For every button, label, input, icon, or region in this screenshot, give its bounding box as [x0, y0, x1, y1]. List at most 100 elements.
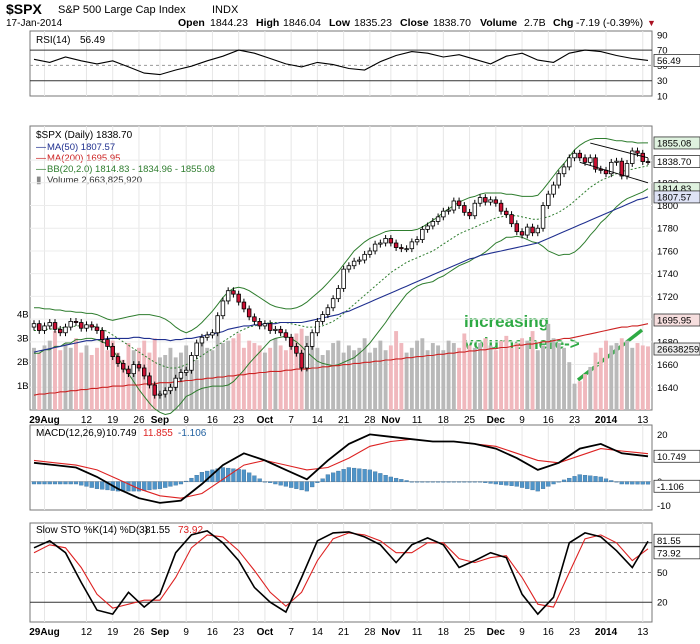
ma200-line: [33, 323, 649, 396]
macd-hist-bar-28: [178, 481, 184, 485]
macd-hist-bar-51: [299, 481, 304, 491]
candle-body-23: [152, 384, 157, 396]
candle-body-104: [577, 152, 582, 159]
macd-hist-bar-106: [588, 475, 593, 482]
macd-hist-bar-56: [325, 474, 330, 482]
volume-bar-7: [68, 347, 73, 410]
volume-bar-111: [614, 343, 619, 410]
open-label: Open: [178, 17, 205, 29]
volume-annotation-line1: increasing: [464, 312, 549, 331]
macd-panel-frame: [29, 424, 653, 511]
macd-hist-bar-16: [115, 481, 121, 492]
candle-body-105: [582, 157, 588, 163]
macd-hist-bar-1: [37, 481, 42, 485]
volume-bar-84: [472, 347, 477, 410]
macd-hist-bar-116: [640, 481, 645, 485]
x-label-row0-13: Nov: [381, 415, 400, 426]
x-label-row0-19: 16: [543, 415, 555, 426]
macd-hist-bar-36: [220, 467, 226, 482]
rsi-legend-prefix: RSI(14): [36, 35, 70, 46]
macd-hist-bar-94: [525, 481, 530, 489]
macd-hist-bar-73: [414, 481, 420, 483]
volume-bar-67: [383, 350, 388, 410]
volume-bar-59: [341, 352, 346, 410]
x-label-row1-3: 26: [133, 627, 145, 638]
candle-body-30: [189, 355, 194, 371]
volume-bar-32: [199, 340, 204, 410]
candle-body-85: [477, 197, 483, 204]
macd-hist-bar-96: [535, 481, 540, 492]
candle-body-16: [115, 356, 121, 364]
volume-bar-39: [236, 333, 241, 410]
volume-bar-41: [247, 340, 252, 410]
x-label-row1-1: 12: [81, 627, 93, 638]
candle-body-82: [462, 205, 467, 213]
volume-bar-89: [499, 340, 504, 410]
candle-body-111: [614, 160, 619, 163]
x-label-row1-8: Oct: [257, 627, 274, 638]
macd-hist-bar-57: [331, 472, 336, 482]
candle-body-15: [110, 345, 115, 358]
volume-bar-50: [294, 333, 299, 410]
macd-hist-bar-27: [173, 481, 178, 486]
volume-bar-80: [451, 343, 456, 410]
candle-body-95: [530, 226, 535, 234]
volume-bar-79: [446, 340, 451, 410]
candle-body-39: [236, 293, 241, 303]
x-label-row1-2: 19: [107, 627, 119, 638]
candle-body-29: [183, 369, 189, 373]
price-axis-label-1-box: [653, 155, 700, 168]
volume-bar-11: [89, 355, 94, 410]
candle-body-58: [336, 288, 341, 300]
x-label-row0-15: 18: [438, 415, 450, 426]
volume-bar-103: [572, 383, 577, 410]
volume-bar-114: [630, 347, 635, 410]
candle-body-5: [58, 328, 63, 334]
macd-hist-bar-22: [147, 481, 152, 491]
macd-legend-prefix: MACD(12,26,9): [36, 428, 105, 439]
macd-hist-bar-61: [352, 467, 357, 482]
sto-panel: Slow STO %K(14) %D(3) 81.55 73.92 805020…: [30, 525, 700, 616]
candle-body-6: [63, 326, 68, 334]
macd-hist-bar-77: [435, 481, 441, 483]
chg-label: Chg: [553, 17, 573, 29]
macd-legend-value: 10.749: [106, 428, 137, 439]
x-label-row1-0: 29Aug: [29, 627, 60, 638]
volume-bar-60: [346, 345, 351, 410]
macd-hist-bar-40: [241, 469, 247, 482]
macd-hist-bar-8: [73, 481, 79, 485]
volume-bar-24: [157, 357, 162, 410]
price-panel: $SPX (Daily) 1838.70 — MA(50) 1807.57— MA(…: [17, 130, 700, 416]
exchange-label: INDX: [212, 4, 239, 16]
price-legend-symbol-2: —: [36, 164, 46, 175]
candle-body-62: [357, 259, 362, 262]
rsi-tick-0: 90: [657, 30, 668, 41]
x-label-row0-20: 23: [569, 415, 581, 426]
volume-bar-98: [546, 323, 551, 410]
price-axis-tick-12: 1660: [657, 360, 678, 371]
price-legend-item-1: MA(200) 1695.95: [47, 153, 120, 164]
volume-bar-48: [283, 350, 288, 410]
price-legend: $SPX (Daily) 1838.70 — MA(50) 1807.57— MA(…: [36, 130, 215, 186]
macd-hist-bar-66: [378, 473, 383, 482]
volume-bar-54: [315, 347, 320, 410]
macd-hist-bar-31: [194, 475, 199, 482]
price-axis-label-3: 1814.83: [657, 184, 691, 195]
volume-bar-87: [488, 345, 493, 410]
x-label-row1-11: 21: [338, 627, 350, 638]
volume-bar-47: [278, 345, 283, 410]
price-legend-symbol-0: —: [36, 142, 46, 153]
rsi-last-value: 56.49: [657, 56, 681, 67]
macd-hist-bar-86: [483, 481, 488, 483]
macd-hist-bar-68: [388, 476, 393, 482]
macd-hist-bar-18: [126, 481, 131, 492]
candle-body-113: [624, 163, 630, 177]
volume-bar-66: [378, 340, 383, 410]
x-label-row0-18: 9: [519, 415, 525, 426]
price-legend-symbol-3: ▮: [36, 175, 42, 186]
x-label-row0-7: 23: [233, 415, 245, 426]
sto-d-last-value-box: [653, 546, 700, 560]
macd-tick-3: -10: [657, 501, 671, 512]
macd-hist-bar-81: [456, 481, 462, 483]
